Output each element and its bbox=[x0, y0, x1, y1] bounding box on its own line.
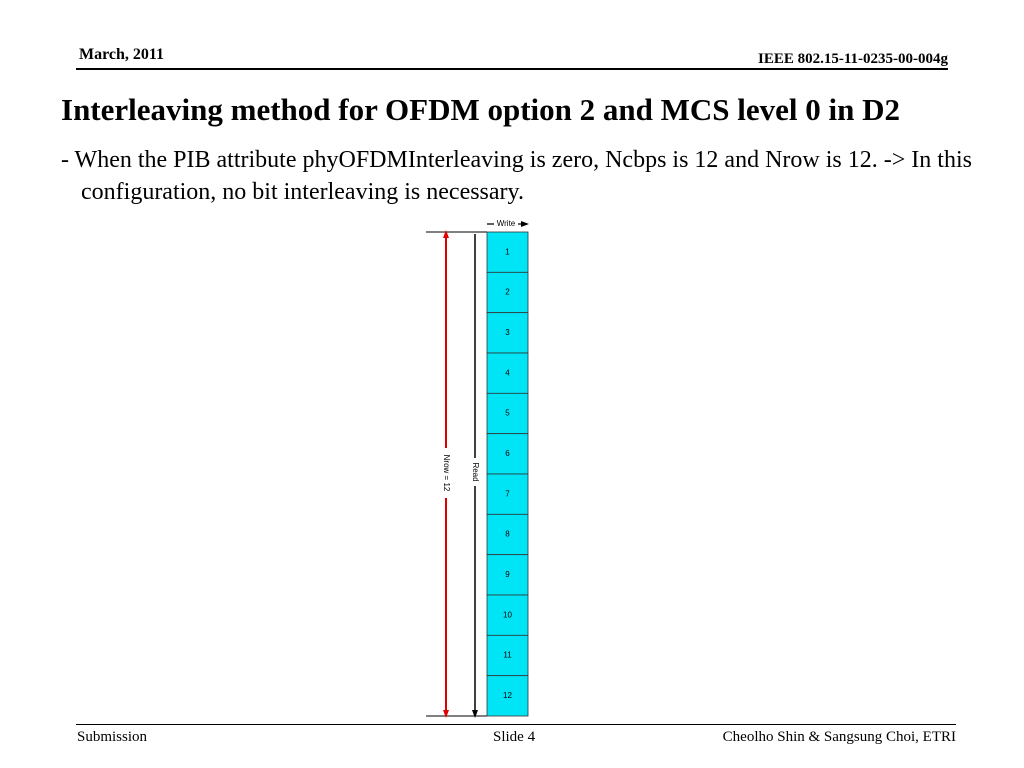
interleaver-cell-label: 3 bbox=[505, 328, 510, 337]
interleaver-cell bbox=[486, 675, 529, 717]
interleaver-cell-label: 12 bbox=[503, 691, 512, 700]
interleaver-cell bbox=[486, 513, 529, 556]
interleaver-cell-label: 10 bbox=[503, 610, 512, 619]
interleaver-cell-label: 4 bbox=[505, 368, 510, 377]
interleaver-cell bbox=[486, 312, 529, 354]
interleaver-cell bbox=[486, 634, 529, 677]
header-document-id: IEEE 802.15-11-0235-00-004g bbox=[757, 51, 948, 67]
interleaver-cell-label: 2 bbox=[505, 288, 510, 297]
interleaver-cell bbox=[486, 352, 529, 394]
interleaver-cell bbox=[486, 473, 529, 515]
nrow-label: Nrow = 12 bbox=[442, 455, 451, 492]
nrow-label-bg bbox=[440, 448, 452, 498]
footer-authors: Cheolho Shin & Sangsung Choi, ETRI bbox=[722, 729, 956, 745]
interleaver-cell-label: 8 bbox=[505, 530, 510, 539]
interleaver-cell-label: 6 bbox=[505, 449, 510, 458]
interleaver-cell-label: 9 bbox=[505, 570, 510, 579]
interleaver-cell-label: 5 bbox=[505, 409, 510, 418]
slide-body-text: - When the PIB attribute phyOFDMInterlea… bbox=[61, 147, 972, 205]
interleaver-cell bbox=[486, 594, 529, 636]
read-label: Read bbox=[471, 462, 480, 481]
write-label: Write bbox=[497, 219, 516, 228]
interleaver-cell bbox=[486, 271, 529, 314]
interleaver-cell bbox=[486, 392, 529, 435]
footer-submission: Submission bbox=[77, 729, 148, 745]
header-date: March, 2011 bbox=[79, 46, 165, 63]
interleaver-cell-label: 1 bbox=[505, 247, 510, 256]
header-divider bbox=[76, 68, 948, 70]
write-label-bg bbox=[494, 219, 518, 229]
interleaver-cell bbox=[486, 231, 529, 273]
read-label-bg bbox=[470, 458, 481, 486]
interleaver-cell-label: 11 bbox=[503, 651, 512, 660]
interleaver-cell bbox=[486, 554, 529, 596]
interleaver-cell-label: 7 bbox=[505, 489, 510, 498]
slide-title: Interleaving method for OFDM option 2 an… bbox=[61, 92, 900, 127]
footer-slide-number: Slide 4 bbox=[493, 729, 536, 745]
footer-divider bbox=[76, 724, 956, 725]
